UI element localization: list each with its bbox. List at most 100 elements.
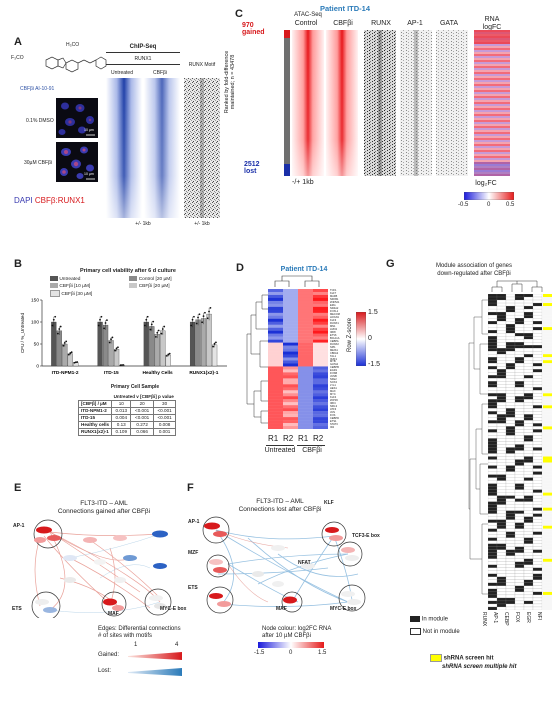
- module-cell: [496, 318, 507, 322]
- gene-tag: [543, 510, 552, 514]
- module-cell: [488, 564, 498, 568]
- module-cell: [514, 480, 525, 484]
- heatmap-cell: [268, 306, 283, 311]
- module-cell: [488, 558, 498, 562]
- module-cell: [496, 363, 507, 367]
- module-cell: [505, 447, 516, 451]
- module-cell: [523, 321, 534, 325]
- heatmap-cell: [268, 339, 283, 343]
- module-cell: [488, 387, 498, 391]
- module-cell: [523, 387, 534, 391]
- gene-label: KLF3: [330, 318, 337, 322]
- module-cell: [532, 296, 543, 301]
- module-cell: [488, 360, 498, 364]
- module-cell: [488, 474, 498, 478]
- heatmap-cell: [283, 372, 298, 376]
- heatmap-cell: [298, 345, 313, 349]
- stain-cbf-runx1: CBFβ:RUNX1: [34, 196, 85, 205]
- heatmap-cell: [268, 372, 283, 376]
- module-cell: [523, 390, 534, 394]
- module-cell: [505, 435, 516, 439]
- module-cell: [488, 456, 498, 460]
- module-cell: [505, 561, 516, 565]
- gene-tag: [543, 516, 552, 520]
- module-cell: [523, 375, 534, 379]
- module-cell: [523, 474, 534, 478]
- data-point: [97, 324, 100, 327]
- lost-label: Lost:: [98, 668, 112, 674]
- e-mycbox-label: MYC-E box: [160, 606, 187, 612]
- gene-tag: [543, 381, 552, 385]
- heatmap-cell: [298, 417, 313, 421]
- heatmap-cell: [313, 402, 328, 406]
- module-cell: [532, 345, 543, 349]
- module-cell: [488, 453, 498, 457]
- heatmap-cell: [298, 375, 313, 379]
- heatmap-cell: [283, 414, 298, 418]
- module-cell: [496, 582, 507, 586]
- module-cell: [523, 480, 534, 484]
- gene-tag: [543, 468, 552, 472]
- gene-tag: [543, 372, 552, 376]
- module-cell: [505, 531, 516, 535]
- module-cell: [505, 333, 516, 337]
- module-cell: [488, 296, 498, 301]
- module-cell: [514, 333, 525, 337]
- gene-label: ETS1: [330, 420, 337, 424]
- heatmap-cell: [313, 336, 328, 340]
- module-cell: [514, 600, 525, 605]
- data-point: [110, 338, 112, 341]
- data-point: [99, 318, 101, 321]
- heatmap-cell: [268, 300, 283, 305]
- gene-label: FOS: [330, 414, 336, 418]
- module-cell: [505, 486, 516, 490]
- heatmap-cell: [268, 381, 283, 385]
- gene-tag: [543, 426, 552, 430]
- gene-tag: [543, 582, 552, 586]
- module-cell: [496, 531, 507, 535]
- heatmap-cell: [313, 306, 328, 311]
- module-cell: [514, 447, 525, 451]
- module-cell: [532, 492, 543, 496]
- data-point: [74, 361, 77, 364]
- module-cell: [514, 294, 525, 298]
- module-cell: [496, 462, 507, 466]
- module-cell: [523, 417, 534, 421]
- module-cell: [532, 441, 543, 445]
- module-cell: [496, 525, 507, 529]
- module-cell: [496, 411, 507, 415]
- heatmap-cell: [298, 348, 313, 352]
- module-cell: [496, 321, 507, 325]
- heatmap-cell: [268, 360, 283, 364]
- module-cell: [505, 342, 516, 346]
- module-cell: [523, 492, 534, 496]
- module-cell: [523, 411, 534, 415]
- gene-tag: [543, 309, 552, 313]
- module-cell: [505, 357, 516, 361]
- table-header-cell: [CBFβ] / µM: [77, 400, 113, 408]
- module-cell: [488, 471, 498, 475]
- module-cell: [505, 327, 516, 331]
- module-cell: [514, 543, 525, 547]
- module-cell: [523, 552, 534, 556]
- module-cell: [532, 327, 543, 331]
- data-point: [145, 318, 148, 321]
- module-cell: [523, 327, 534, 331]
- heatmap-cell: [268, 399, 283, 403]
- module-cell: [488, 435, 498, 439]
- gene-tag: [543, 564, 552, 568]
- panel-c-title: Patient ITD-14: [319, 4, 370, 13]
- gene-tag: [543, 441, 552, 445]
- module-cell: [514, 486, 525, 490]
- gene-tag: [543, 336, 552, 340]
- module-cell: [514, 504, 525, 508]
- module-cell: [496, 477, 507, 481]
- module-cell: [488, 420, 498, 424]
- module-cell: [488, 396, 498, 400]
- runx-motif-label: RUNX Motif: [188, 62, 216, 68]
- heatmap-cell: [268, 405, 283, 409]
- module-cell: [505, 302, 516, 307]
- heatmap-cell: [313, 372, 328, 376]
- gene-tag: [543, 489, 552, 493]
- module-cell: [523, 414, 534, 418]
